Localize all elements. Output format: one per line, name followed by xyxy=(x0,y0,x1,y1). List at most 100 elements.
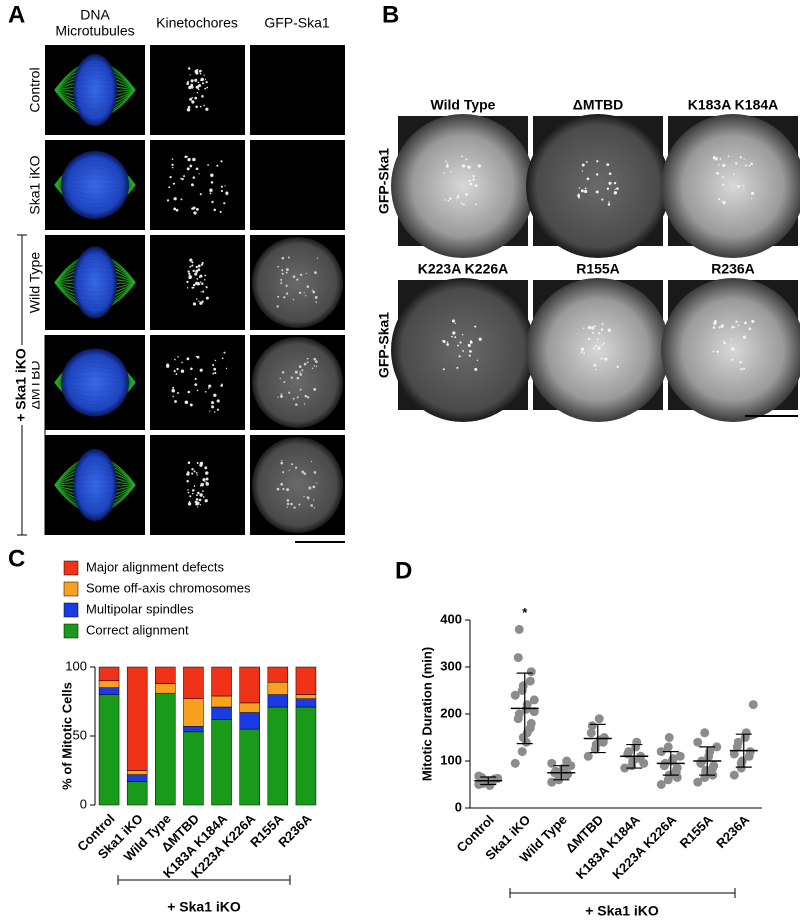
speckle xyxy=(748,327,752,331)
speckle xyxy=(195,502,199,506)
bar-segment xyxy=(155,692,176,806)
speckle xyxy=(173,370,176,373)
speckle xyxy=(310,460,313,463)
speckle xyxy=(288,469,290,471)
speckle xyxy=(177,355,179,358)
speckle xyxy=(280,282,282,285)
speckle xyxy=(739,156,742,159)
row-label: GFP-Ska1 xyxy=(376,148,392,214)
speckle xyxy=(187,105,191,109)
speckle xyxy=(192,269,195,273)
speckle xyxy=(730,338,732,340)
speckle xyxy=(190,79,194,83)
speckle xyxy=(449,171,452,173)
speckle xyxy=(188,108,190,111)
legend-swatch xyxy=(63,623,79,639)
speckle xyxy=(584,189,588,194)
speckle xyxy=(581,163,585,167)
bar-segment xyxy=(239,728,260,806)
y-axis-label: Mitotic Duration (min) xyxy=(419,647,434,781)
speckle xyxy=(211,200,214,204)
speckle xyxy=(604,357,608,361)
speckle xyxy=(590,326,595,330)
speckle xyxy=(731,358,734,361)
speckle xyxy=(281,371,285,374)
speckle xyxy=(593,325,596,328)
row-label: GFP-Ska1 xyxy=(376,312,392,378)
speckle xyxy=(727,155,730,158)
speckle xyxy=(601,198,604,201)
speckle xyxy=(593,363,597,367)
data-point xyxy=(656,747,666,757)
error-bar xyxy=(553,765,570,781)
speckle xyxy=(180,177,182,180)
data-point xyxy=(664,733,674,742)
speckle xyxy=(454,322,456,324)
speckle xyxy=(197,88,200,91)
speckle xyxy=(220,384,223,387)
speckle xyxy=(206,86,209,89)
condition-label: K223A K226A xyxy=(418,261,509,277)
speckle xyxy=(475,203,478,206)
speckle xyxy=(189,97,193,101)
speckle xyxy=(214,371,217,375)
speckle xyxy=(189,274,191,276)
speckle xyxy=(613,191,618,195)
speckle xyxy=(305,272,308,275)
speckle xyxy=(221,357,224,360)
speckle xyxy=(190,183,194,187)
speckle xyxy=(315,301,318,303)
speckle xyxy=(280,393,283,395)
speckle xyxy=(739,360,742,364)
speckle xyxy=(315,365,318,368)
speckle xyxy=(216,164,219,167)
speckle xyxy=(298,503,301,506)
speckle xyxy=(467,343,471,347)
speckle xyxy=(186,82,189,85)
speckle xyxy=(751,320,755,324)
chromatin xyxy=(61,151,129,219)
speckle xyxy=(578,187,581,189)
speckle xyxy=(283,380,286,383)
speckle xyxy=(606,187,610,190)
speckle xyxy=(199,72,202,75)
speckle xyxy=(201,95,204,98)
speckle xyxy=(198,84,202,88)
speckle xyxy=(202,490,204,492)
bar-segment xyxy=(295,666,317,695)
speckle xyxy=(732,173,735,176)
data-point xyxy=(748,700,758,710)
bar-segment xyxy=(267,681,289,695)
chromatin xyxy=(73,449,117,521)
speckle xyxy=(285,292,289,295)
speckle xyxy=(205,477,209,481)
speckle xyxy=(193,211,197,215)
speckle xyxy=(281,256,285,260)
speckle xyxy=(219,210,222,213)
row-label: Ska1 iKO xyxy=(27,155,43,214)
speckle xyxy=(712,350,715,353)
y-tick-label: 200 xyxy=(440,705,462,720)
speckle xyxy=(189,265,192,268)
bar-segment xyxy=(239,666,260,704)
speckle xyxy=(180,198,183,201)
speckle xyxy=(216,408,220,411)
data-point xyxy=(510,758,520,768)
legend-label: Correct alignment xyxy=(86,622,189,637)
panel-label: D xyxy=(395,557,412,584)
speckle xyxy=(209,192,212,195)
speckle xyxy=(313,507,315,509)
speckle xyxy=(200,77,204,82)
data-point xyxy=(562,756,572,766)
data-point xyxy=(493,773,503,783)
micrograph xyxy=(150,140,245,230)
cell xyxy=(526,114,670,258)
cell xyxy=(252,337,343,428)
bar-segment xyxy=(267,666,289,683)
speckle xyxy=(214,411,216,413)
data-point xyxy=(510,690,520,700)
bar-segment xyxy=(98,694,120,806)
speckle xyxy=(210,181,214,184)
panel-label: C xyxy=(8,545,25,572)
speckle xyxy=(192,157,196,162)
